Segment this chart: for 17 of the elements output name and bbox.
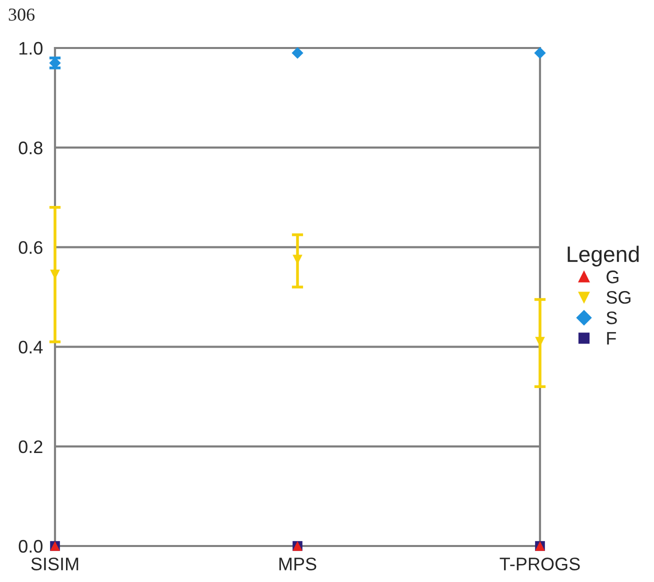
x-tick-label: T-PROGS [500,558,580,570]
y-tick-label: 0.8 [18,142,42,154]
legend-label: SG [606,291,630,304]
x-tick-label: MPS [279,558,316,570]
y-tick-label: 0.0 [18,540,42,553]
x-tick-label: SISIM [31,558,78,570]
point [292,47,304,59]
legend-label: F [607,332,616,344]
legend-label: G [606,270,618,284]
legend-label: S [606,311,617,324]
y-tick-label: 0.4 [18,340,43,354]
y-tick-label: 0.2 [18,440,42,454]
legend-title: Legend [568,246,639,266]
text: 306 [8,8,35,21]
y-tick-label: 1.0 [19,42,42,55]
point [534,47,546,59]
y-tick-label: 0.6 [18,241,42,254]
